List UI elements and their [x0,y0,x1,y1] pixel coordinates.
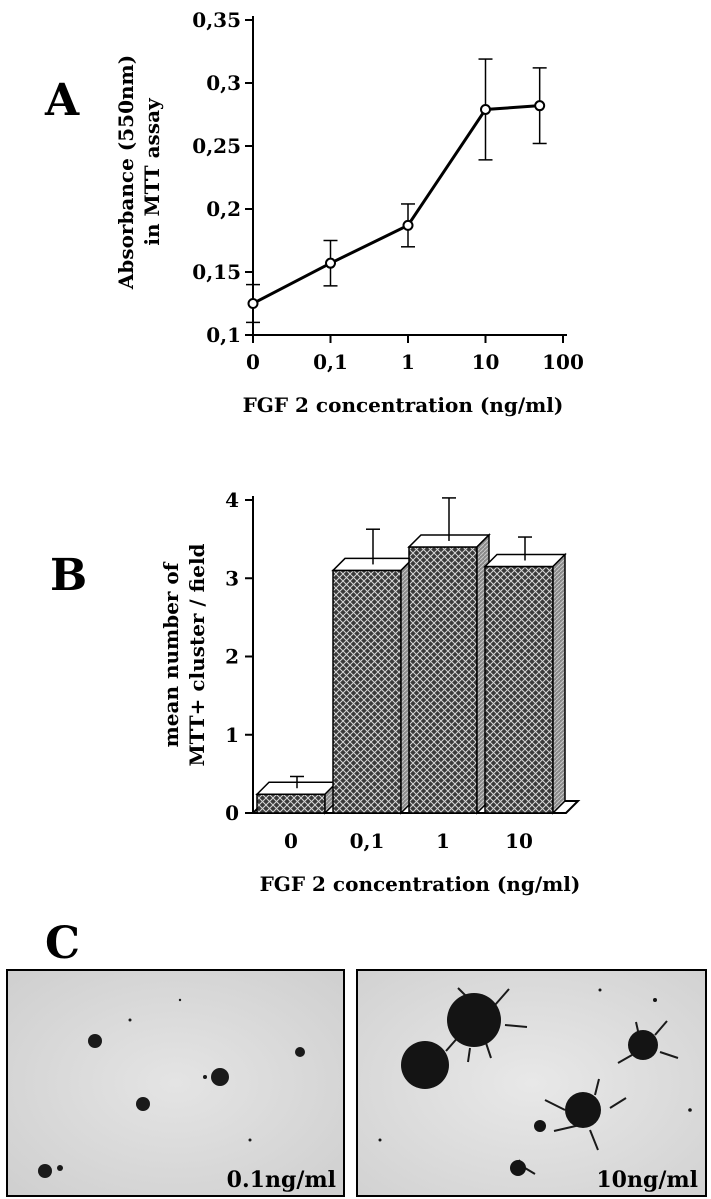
micrograph-right: 10ng/ml [356,969,707,1197]
chart-a-ylabel-line2: in MTT assay [140,97,164,246]
cell-clusters-right [378,988,692,1176]
panel-b-letter: B [50,550,87,601]
chart-b-y-tick-label: 4 [225,488,239,512]
chart-a-point [402,219,414,231]
chart-b-y-tick-label: 2 [225,645,239,669]
chart-b-bar [408,546,478,814]
chart-b-category-label: 0 [284,829,298,853]
chart-a-xlabel: FGF 2 concentration (ng/ml) [243,393,564,417]
chart-b-category-label: 0,1 [350,829,385,853]
chart-a-ylabel-line1: Absorbance (550nm) [114,55,138,290]
chart-b-category-label: 1 [436,829,450,853]
chart-b: mean number of MTT+ cluster / field FGF … [159,488,581,896]
chart-a-y-tick-label: 0,1 [206,323,241,347]
chart-a-y-tick-label: 0,2 [206,197,241,221]
panel-c-letter: C [45,918,80,969]
chart-b-xlabel: FGF 2 concentration (ng/ml) [260,872,581,896]
chart-a-y-tick-label: 0,35 [192,8,241,32]
chart-b-bar [484,565,554,814]
chart-a-y-tick-label: 0,3 [206,71,241,95]
chart-a-x-tick-label: 10 [472,350,500,374]
chart-b-bar-side [552,552,566,815]
chart-a-y-tick-label: 0,15 [192,260,241,284]
chart-a-point [247,298,259,309]
chart-b-ylabel-line1: mean number of [159,561,183,747]
chart-b-bar [332,569,402,814]
chart-b-y-tick-label: 3 [225,566,239,590]
chart-a-point [480,103,491,115]
micrograph-right-label: 10ng/ml [596,1167,698,1193]
chart-a: Absorbance (550nm) in MTT assay FGF 2 co… [114,8,584,417]
chart-a-x-tick-label: 0,1 [313,350,348,374]
micrograph-left-label: 0.1ng/ml [227,1167,336,1193]
cell-clusters-left [38,998,305,1178]
chart-a-x-tick-label: 100 [542,350,584,374]
micrograph-left: 0.1ng/ml [6,969,345,1197]
chart-a-y-tick-label: 0,25 [192,134,241,158]
chart-a-point [325,257,336,269]
chart-b-y-tick-label: 0 [225,801,239,825]
panel-a-letter: A [44,75,80,126]
chart-a-x-tick-label: 0 [246,350,260,374]
chart-b-y-tick-label: 1 [225,723,239,747]
chart-b-bar [256,793,326,814]
chart-b-ylabel-line2: MTT+ cluster / field [185,543,209,766]
chart-a-point [534,100,546,112]
chart-a-series-line [252,104,540,305]
chart-a-x-tick-label: 1 [401,350,415,374]
chart-b-category-label: 10 [505,829,533,853]
